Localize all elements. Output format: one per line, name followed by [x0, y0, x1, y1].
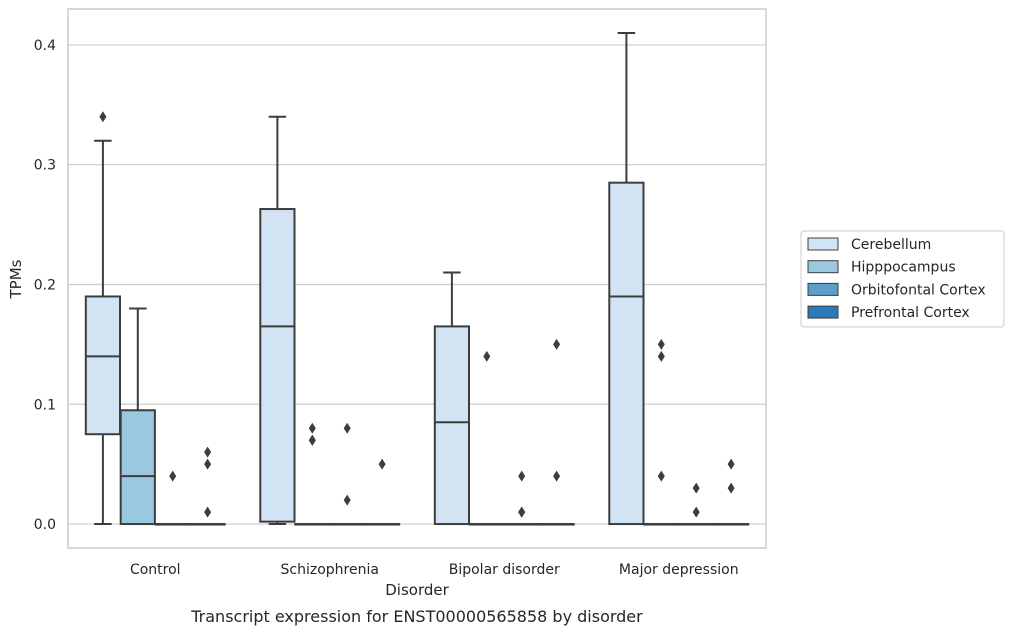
box: [712, 458, 750, 526]
legend-label: Prefrontal Cortex: [851, 305, 970, 321]
outlier-point: [727, 482, 735, 494]
legend-label: Hipppocampus: [851, 260, 956, 276]
y-tick-label: 0.4: [34, 38, 56, 54]
x-tick-label: Bipolar disorder: [449, 562, 560, 578]
box: [259, 115, 296, 526]
legend-swatch: [807, 260, 839, 274]
chart-caption: Transcript expression for ENST0000056585…: [190, 607, 643, 626]
box: [468, 350, 505, 526]
outlier-point: [343, 422, 351, 434]
y-tick-label: 0.3: [34, 158, 56, 174]
outlier-point: [343, 494, 351, 506]
x-axis-title: Disorder: [385, 581, 449, 599]
outlier-point: [553, 470, 561, 482]
outlier-point: [204, 506, 212, 518]
legend-label: Orbitofontal Cortex: [851, 282, 986, 298]
outlier-point: [169, 470, 177, 482]
box: [433, 271, 471, 526]
outlier-point: [657, 350, 665, 362]
box: [608, 31, 645, 526]
y-tick-label: 0.2: [34, 277, 56, 293]
box-body: [259, 208, 296, 523]
y-tick-label: 0.0: [34, 517, 56, 533]
outlier-point: [99, 111, 107, 123]
legend-frame: [800, 230, 1005, 328]
outlier-point: [518, 506, 526, 518]
outlier-point: [727, 458, 735, 470]
legend-swatch: [807, 237, 839, 251]
legend-swatch: [807, 282, 839, 296]
box: [538, 338, 575, 526]
outlier-point: [692, 482, 700, 494]
box-body: [119, 409, 156, 526]
outlier-point: [204, 458, 212, 470]
outlier-point: [483, 350, 491, 362]
outlier-point: [518, 470, 526, 482]
box: [84, 111, 122, 526]
y-axis-ticks: 0.0 0.1 0.2 0.3 0.4: [34, 38, 56, 533]
legend-label: Cerebellum: [851, 237, 931, 253]
x-axis-ticks: Control Schizophrenia Bipolar disorder Majo…: [130, 562, 739, 578]
box: [119, 307, 156, 526]
legend-swatch: [807, 305, 839, 319]
x-tick-label: Schizophrenia: [281, 562, 379, 578]
y-tick-label: 0.1: [34, 397, 56, 413]
plot-background: [68, 9, 766, 548]
outlier-point: [657, 470, 665, 482]
outlier-point: [308, 422, 316, 434]
box-group: [84, 31, 750, 526]
outlier-point: [692, 506, 700, 518]
x-tick-label: Major depression: [619, 562, 739, 578]
box: [189, 446, 226, 526]
plot-frame: [67, 8, 767, 549]
box-body: [608, 181, 645, 526]
box: [154, 470, 191, 526]
box: [363, 458, 401, 526]
outlier-point: [553, 338, 561, 350]
outlier-point: [657, 338, 665, 350]
x-tick-label: Control: [130, 562, 181, 578]
box-body: [433, 325, 471, 526]
outlier-point: [308, 434, 316, 446]
outlier-point: [378, 458, 386, 470]
outlier-point: [204, 446, 212, 458]
y-axis-title: TPMs: [7, 259, 25, 299]
box-body: [84, 295, 122, 436]
legend: Cerebellum Hipppocampus Orbitofontal Corte…: [800, 230, 1005, 328]
